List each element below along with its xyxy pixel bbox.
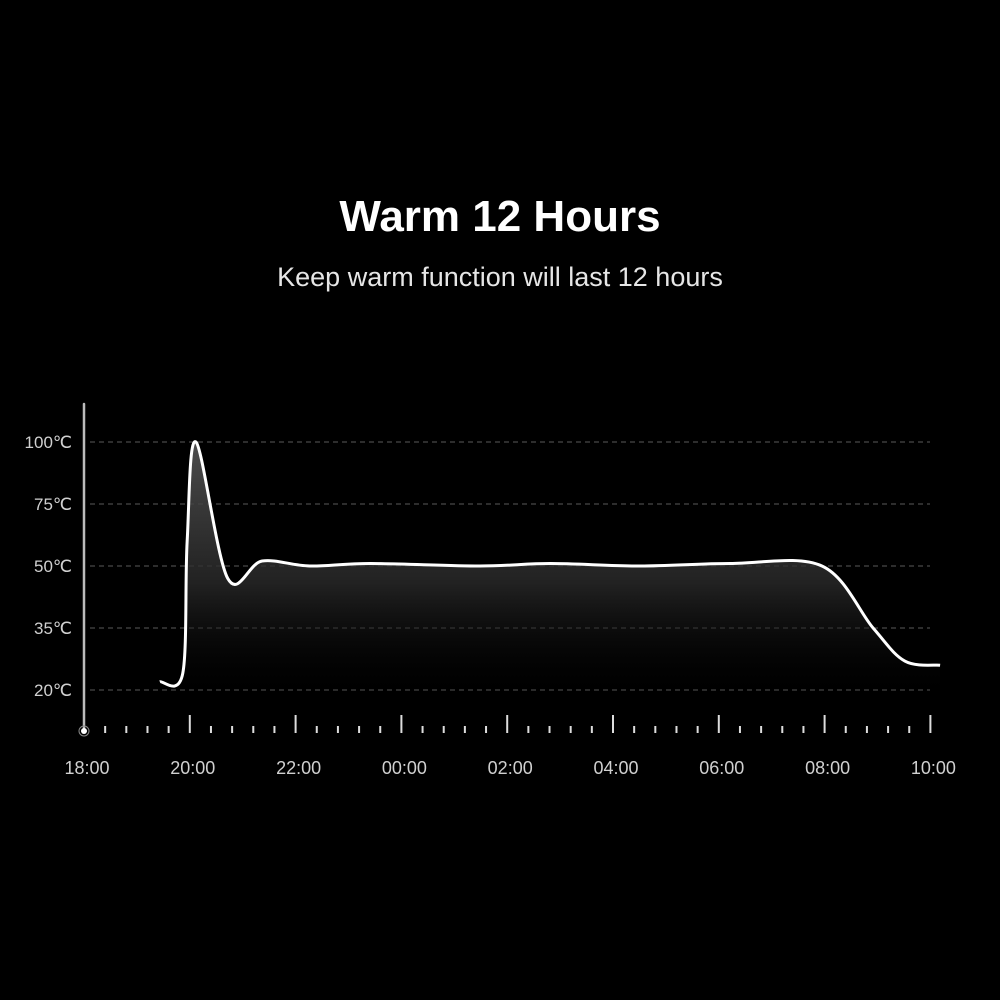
x-tick-label: 22:00 <box>276 758 321 778</box>
temperature-line <box>159 440 941 688</box>
y-tick-label: 20℃ <box>34 681 72 700</box>
x-tick-label: 04:00 <box>593 758 638 778</box>
x-tick-label: 00:00 <box>382 758 427 778</box>
x-tick-label: 06:00 <box>699 758 744 778</box>
y-tick-label: 50℃ <box>34 557 72 576</box>
x-tick-label: 02:00 <box>488 758 533 778</box>
x-tick-label: 08:00 <box>805 758 850 778</box>
y-tick-label: 35℃ <box>34 619 72 638</box>
chart-subtitle: Keep warm function will last 12 hours <box>277 262 723 292</box>
y-tick-label: 100℃ <box>25 433 72 452</box>
x-tick-label: 10:00 <box>911 758 956 778</box>
chart-title: Warm 12 Hours <box>339 192 661 241</box>
x-tick-label: 18:00 <box>64 758 109 778</box>
y-tick-label: 75℃ <box>34 495 72 514</box>
axis-origin-dot <box>81 728 87 734</box>
x-tick-label: 20:00 <box>170 758 215 778</box>
area-fill <box>159 441 941 700</box>
axis-origin-ring <box>78 725 90 737</box>
